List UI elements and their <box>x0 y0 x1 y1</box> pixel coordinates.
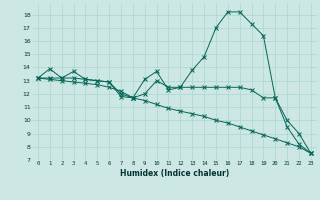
X-axis label: Humidex (Indice chaleur): Humidex (Indice chaleur) <box>120 169 229 178</box>
